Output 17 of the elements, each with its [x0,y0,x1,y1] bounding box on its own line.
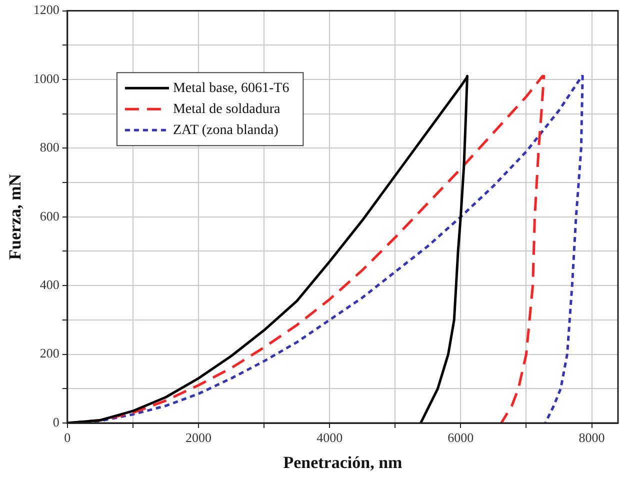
legend-label: ZAT (zona blanda) [172,122,279,138]
x-tick-label: 4000 [316,430,343,446]
x-tick-label: 0 [64,430,71,446]
x-tick-label: 6000 [448,430,474,446]
y-tick-label: 600 [40,208,60,224]
x-tick-label: 8000 [578,430,605,446]
y-tick-label: 1000 [33,70,60,86]
y-axis-title: Fuerza, mN [6,173,25,260]
legend-label: Metal base, 6061-T6 [172,80,290,96]
x-axis-title: Penetración, nm [283,453,402,472]
y-tick-label: 200 [40,346,60,361]
x-tick-label: 2000 [185,430,212,446]
y-tick-label: 400 [40,277,60,292]
y-tick-label: 800 [40,140,60,155]
y-tick-label: 0 [52,414,60,430]
legend-label: Metal de soldadura [172,102,282,117]
y-tick-label: 1200 [33,2,60,18]
